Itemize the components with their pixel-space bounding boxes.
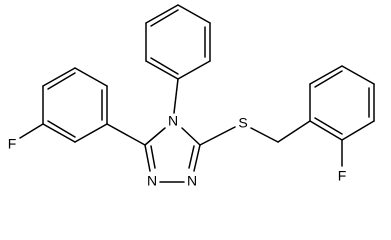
molecule-diagram: F N N N S F xyxy=(8,4,375,189)
atom-label: N xyxy=(187,173,197,189)
atom-label: N xyxy=(168,113,178,129)
atom-label: S xyxy=(238,115,247,131)
atom-label: F xyxy=(338,168,347,184)
atom-label: N xyxy=(147,173,157,189)
atom-label: F xyxy=(8,136,17,152)
bonds xyxy=(19,4,375,183)
atom-labels: F N N N S F xyxy=(8,113,347,189)
